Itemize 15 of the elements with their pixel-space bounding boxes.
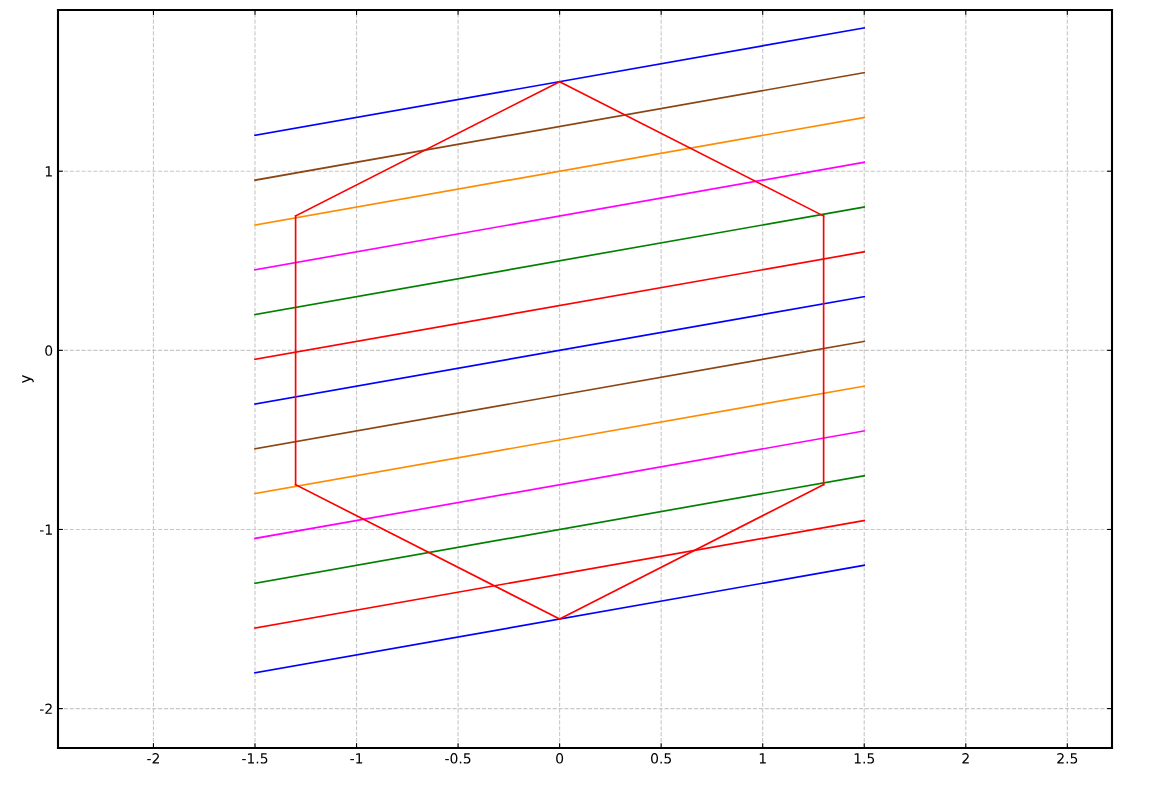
x-tick-label: 2.5 [1057, 753, 1078, 764]
y-tick-label: 1 [45, 166, 52, 177]
y-tick-label: -1 [39, 524, 52, 535]
x-tick-label: 0 [556, 753, 564, 764]
x-tick-label: 1 [759, 753, 766, 764]
x-tick-label: -1 [350, 753, 363, 764]
x-tick-label: -0.5 [445, 753, 471, 764]
y-tick-label: -2 [39, 703, 52, 714]
y-tick-label: 0 [45, 345, 53, 356]
x-tick-label: 2 [962, 753, 969, 764]
x-tick-label: -2 [147, 753, 159, 764]
x-tick-label: -1.5 [242, 753, 268, 764]
y-axis-title: y [22, 374, 34, 384]
x-tick-label: 0.5 [651, 753, 671, 764]
x-tick-label: 1.5 [854, 753, 875, 764]
